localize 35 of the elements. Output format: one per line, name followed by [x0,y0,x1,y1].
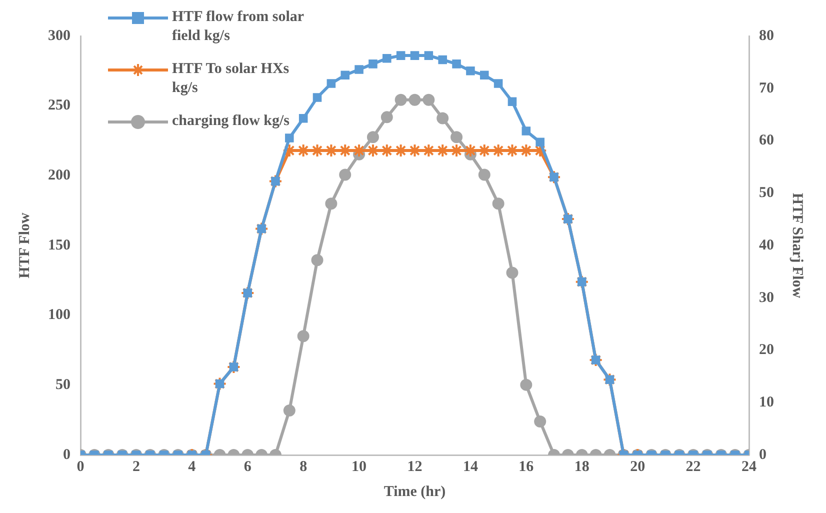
x-tick-label: 10 [352,458,367,475]
legend-label: charging flow kg/s [172,112,291,131]
legend-label: HTF To solar HXs kg/s [172,60,290,98]
y2-tick-label: 20 [759,342,774,358]
y2-tick-label: 50 [759,185,774,201]
y2-tick-label: 30 [759,290,774,306]
y-tick-label: 300 [48,28,70,44]
y2-tick-label: 80 [759,28,774,44]
y2-tick-label: 60 [759,132,774,149]
x-axis-title: Time (hr) [384,484,446,500]
x-tick-label: 8 [300,458,308,475]
x-tick-label: 6 [244,458,252,475]
y2-tick-label: 70 [759,80,774,96]
y-tick-label: 100 [48,307,70,324]
y-tick-label: 50 [56,377,70,394]
x-tick-label: 22 [686,458,701,475]
y2-tick-label: 40 [759,237,774,254]
y-tick-label: 150 [48,237,70,254]
y-tick-label: 0 [63,446,70,463]
x-tick-label: 16 [518,458,534,475]
x-tick-label: 14 [462,458,478,475]
y-axis-title: HTF Flow [16,212,33,278]
legend-label: HTF flow from solar field kg/s [172,8,305,46]
x-tick-label: 4 [188,458,196,475]
x-tick-label: 24 [742,458,757,475]
x-tick-label: 20 [630,458,646,475]
y2-tick-label: 10 [759,394,774,410]
y-tick-label: 200 [48,168,70,184]
x-tick-label: 2 [132,458,140,475]
y-tick-label: 250 [48,98,70,114]
x-tick-label: 0 [76,458,84,475]
x-tick-label: 18 [574,458,590,475]
x-tick-label: 12 [407,458,422,475]
y2-axis-title: HTF Sharj Flow [789,192,806,298]
y2-tick-label: 0 [759,446,766,463]
